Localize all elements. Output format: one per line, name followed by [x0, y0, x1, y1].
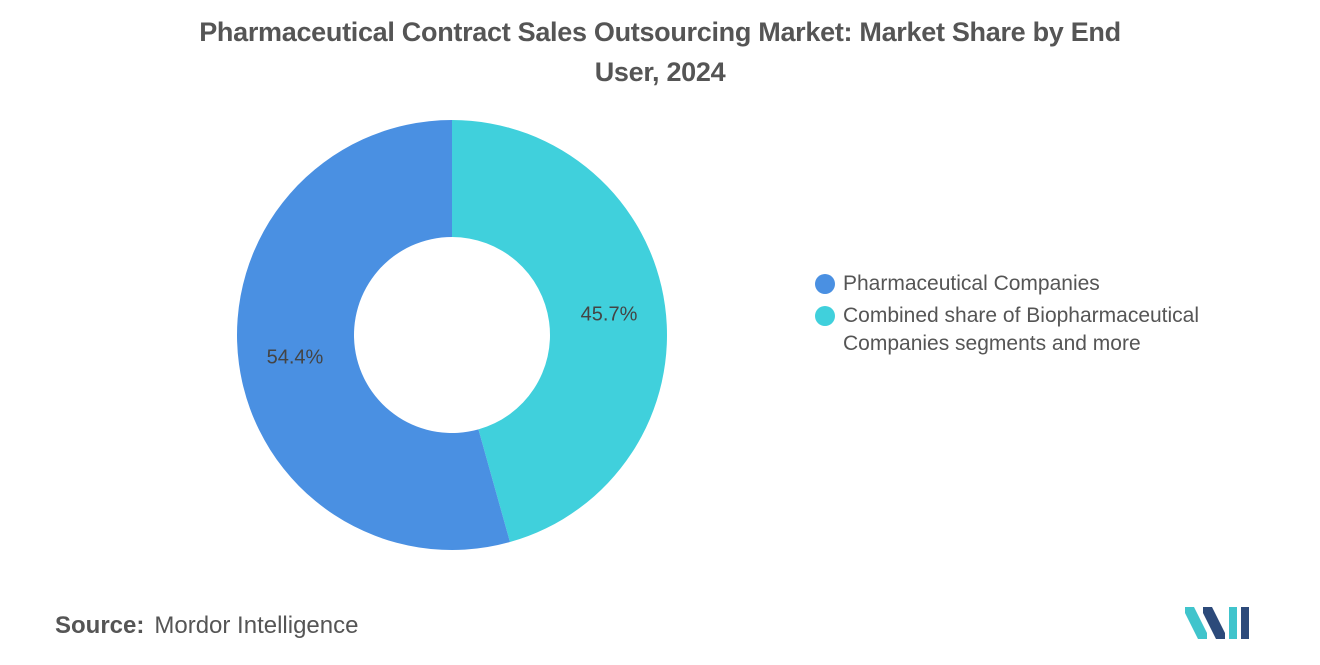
donut-slice-0 — [452, 120, 668, 543]
donut-slice-label-1: 54.4% — [267, 347, 324, 369]
mordor-intelligence-logo-icon — [1185, 607, 1249, 639]
source-label: Source: — [55, 612, 145, 639]
chart-title: Pharmaceutical Contract Sales Outsourcin… — [0, 12, 1320, 92]
legend-item-pharmaceutical-companies: Pharmaceutical Companies — [815, 270, 1255, 298]
chart-title-line-1: Pharmaceutical Contract Sales Outsourcin… — [199, 17, 1121, 47]
chart-title-line-2: User, 2024 — [594, 57, 726, 87]
source-note: Source: Mordor Intelligence — [55, 612, 358, 640]
donut-slice-1 — [237, 120, 510, 550]
chart-legend: Pharmaceutical Companies Combined share … — [815, 270, 1255, 362]
legend-swatch-pharmaceutical-companies — [815, 274, 835, 294]
legend-item-combined-share: Combined share of Biopharmaceutical Comp… — [815, 302, 1255, 358]
legend-swatch-combined-share — [815, 306, 835, 326]
source-value: Mordor Intelligence — [154, 612, 359, 639]
legend-label-pharmaceutical-companies: Pharmaceutical Companies — [843, 272, 1100, 295]
legend-label-combined-share: Combined share of Biopharmaceutical Comp… — [843, 304, 1200, 355]
donut-slice-label-0: 45.7% — [581, 303, 638, 325]
